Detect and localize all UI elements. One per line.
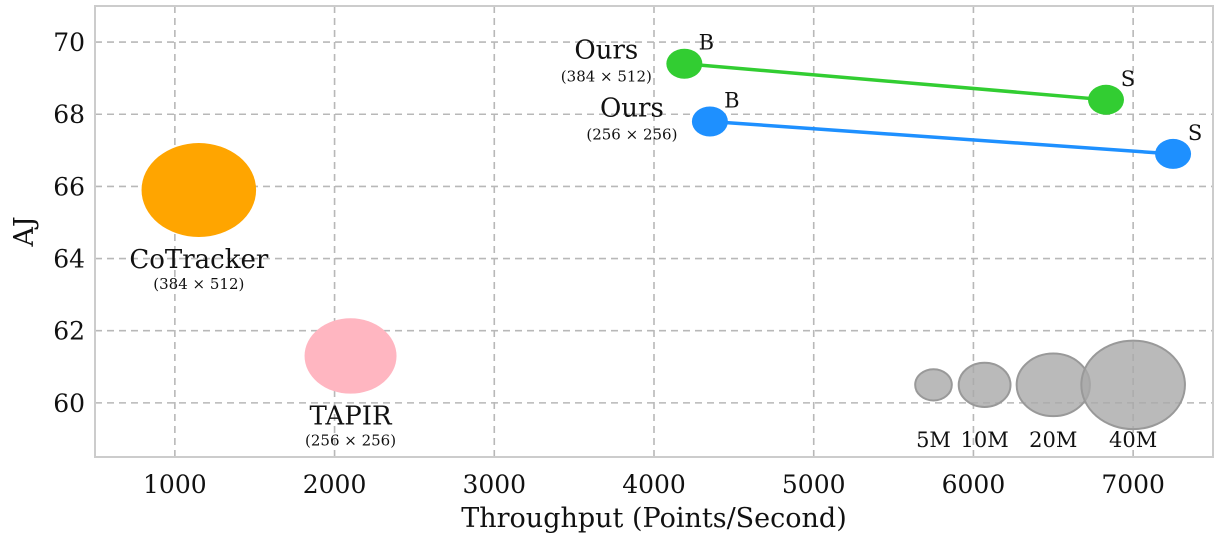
y-axis-title: AJ bbox=[9, 216, 40, 247]
variant-label: S bbox=[1188, 121, 1202, 145]
series-sublabel: (384 × 512) bbox=[561, 68, 652, 86]
series-label: Ours bbox=[600, 93, 664, 123]
x-tick-label: 4000 bbox=[622, 470, 686, 499]
size-legend-label: 5M bbox=[916, 428, 951, 452]
bubble-ours-b bbox=[691, 106, 728, 137]
x-axis-title: Throughput (Points/Second) bbox=[461, 503, 846, 534]
point-labels: CoTracker(384 × 512)TAPIR(256 × 256)BSOu… bbox=[129, 31, 1202, 452]
size-legend-label: 40M bbox=[1109, 428, 1157, 452]
series-sublabel: (256 × 256) bbox=[586, 125, 677, 143]
y-tick-label: 64 bbox=[53, 245, 85, 274]
size-legend-bubble bbox=[1080, 339, 1186, 431]
size-legend-label: 20M bbox=[1029, 428, 1077, 452]
x-tick-label: 3000 bbox=[462, 470, 526, 499]
y-tick-label: 60 bbox=[53, 389, 85, 418]
variant-label: S bbox=[1121, 67, 1135, 91]
bubbles bbox=[141, 48, 1192, 431]
variant-label: B bbox=[699, 31, 714, 55]
size-legend-label: 10M bbox=[960, 428, 1008, 452]
series-label: Ours bbox=[574, 36, 638, 66]
bubble-tapir bbox=[304, 318, 397, 394]
series-line bbox=[684, 61, 1107, 102]
point-label: CoTracker bbox=[129, 245, 269, 275]
size-legend-bubble bbox=[914, 368, 953, 402]
series-line bbox=[709, 119, 1174, 156]
bubble-ours-s bbox=[1155, 138, 1192, 169]
y-tick-label: 66 bbox=[53, 172, 85, 201]
point-sublabel: (256 × 256) bbox=[305, 432, 396, 450]
size-legend-bubble bbox=[1015, 352, 1091, 418]
y-tick-label: 68 bbox=[53, 100, 85, 129]
series-lines bbox=[684, 61, 1174, 156]
tick-labels: 1000 2000 3000 4000 5000 6000 7000 60 62 64 66 68 70 bbox=[53, 28, 1165, 499]
y-tick-label: 70 bbox=[53, 28, 85, 57]
size-legend-bubble bbox=[957, 361, 1012, 408]
x-tick-label: 2000 bbox=[303, 470, 367, 499]
bubble-cotracker bbox=[141, 143, 257, 237]
y-tick-label: 62 bbox=[53, 317, 85, 346]
variant-label: B bbox=[724, 88, 739, 112]
plot-frame bbox=[94, 5, 1214, 458]
bubble-ours-b bbox=[666, 48, 703, 79]
bubble-ours-s bbox=[1087, 84, 1124, 115]
point-sublabel: (384 × 512) bbox=[153, 275, 244, 293]
point-label: TAPIR bbox=[310, 402, 393, 432]
x-tick-label: 5000 bbox=[782, 470, 846, 499]
x-tick-label: 1000 bbox=[143, 470, 207, 499]
x-tick-label: 6000 bbox=[942, 470, 1006, 499]
x-tick-label: 7000 bbox=[1101, 470, 1165, 499]
